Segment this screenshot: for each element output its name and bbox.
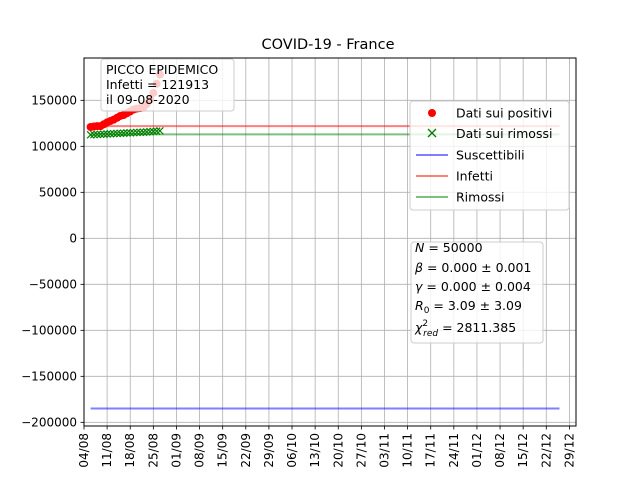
x-tick-label: 15/09 [216, 433, 230, 468]
x-tick-label: 18/08 [123, 433, 137, 468]
point-dati-sui-rimossi [106, 129, 115, 138]
x-tick-label: 01/12 [470, 433, 484, 468]
point-dati-sui-rimossi [139, 128, 148, 137]
point-dati-sui-rimossi [142, 128, 151, 136]
peak-annotation-box: PICCO EPIDEMICO Infetti = 121913 il 09-0… [100, 58, 235, 112]
x-tick-label: 24/11 [447, 433, 461, 468]
legend-marker-dati-rimossi [427, 128, 437, 138]
legend-marker-dati-positivi [428, 109, 436, 117]
chart-title: COVID-19 - France [262, 37, 395, 53]
y-tick-label: 100000 [31, 140, 77, 154]
x-tick-label: 22/12 [539, 433, 553, 468]
param-beta: β = 0.000 ± 0.001 [414, 260, 531, 275]
legend-label-infetti: Infetti [456, 169, 493, 184]
legend-label-suscettibili: Suscettibili [456, 148, 525, 163]
point-dati-sui-rimossi [113, 129, 121, 138]
y-tick-label: 150000 [31, 94, 77, 108]
point-dati-sui-rimossi [146, 127, 154, 136]
point-dati-sui-rimossi [116, 129, 125, 138]
point-dati-sui-rimossi [129, 128, 138, 137]
param-n: N = 50000 [415, 240, 483, 255]
point-dati-sui-rimossi [86, 130, 95, 139]
parameters-box: N = 50000 β = 0.000 ± 0.001 γ = 0.000 ± … [410, 240, 544, 344]
param-gamma: γ = 0.000 ± 0.004 [415, 279, 531, 294]
x-tick-label: 01/09 [169, 433, 183, 468]
point-dati-sui-rimossi [156, 126, 164, 135]
point-dati-sui-rimossi [109, 129, 118, 138]
y-tick-label: −50000 [29, 278, 77, 292]
point-dati-sui-rimossi [93, 130, 102, 139]
x-tick-label: 25/08 [146, 433, 160, 468]
y-tick-label: 50000 [39, 186, 77, 200]
param-chi2: χ2 red = 2811.385 [414, 319, 516, 339]
point-dati-sui-rimossi [132, 128, 141, 137]
peak-value: Infetti = 121913 [106, 77, 209, 92]
axes-frame [83, 57, 577, 427]
x-axis: 04/08 11/08 18/08 25/08 01/09 08/09 15/09 22/09… [77, 426, 576, 468]
y-tick-label: −150000 [21, 370, 77, 384]
x-tick-label: 27/10 [354, 433, 368, 468]
x-tick-label: 10/11 [401, 433, 415, 468]
x-tick-label: 15/12 [516, 433, 530, 468]
x-tick-label: 22/09 [239, 433, 253, 468]
point-dati-sui-rimossi [96, 130, 105, 139]
point-dati-sui-rimossi [119, 129, 128, 138]
legend: Dati sui positivi Dati sui rimossi Susce… [409, 100, 570, 211]
x-tick-label: 03/11 [377, 433, 391, 468]
legend-label-rimossi: Rimossi [456, 190, 504, 205]
x-tick-label: 13/10 [308, 433, 322, 468]
point-dati-sui-rimossi [126, 128, 135, 137]
point-dati-sui-rimossi [149, 127, 158, 136]
y-tick-label: −100000 [21, 324, 77, 338]
y-tick-label: 0 [69, 232, 77, 246]
point-dati-sui-rimossi [89, 130, 98, 139]
y-tick-label: −200000 [21, 416, 77, 430]
x-tick-label: 17/11 [424, 433, 438, 468]
peak-date: il 09-08-2020 [106, 92, 190, 107]
x-tick-label: 20/10 [331, 433, 345, 468]
y-axis: 150000 100000 50000 0 −50000 −100000 −150000 −2… [21, 94, 84, 430]
point-dati-sui-rimossi [103, 130, 112, 138]
x-tick-label: 29/12 [562, 433, 576, 468]
point-dati-sui-rimossi [123, 129, 131, 137]
x-tick-label: 08/12 [493, 433, 507, 468]
point-dati-sui-rimossi [152, 127, 161, 136]
point-dati-sui-rimossi [136, 128, 145, 137]
x-tick-label: 11/08 [100, 433, 114, 468]
x-tick-label: 04/08 [77, 433, 91, 468]
point-dati-sui-rimossi [99, 130, 108, 139]
param-r0: R0 = 3.09 ± 3.09 [415, 298, 522, 316]
x-tick-label: 06/10 [285, 433, 299, 468]
peak-title: PICCO EPIDEMICO [106, 62, 218, 77]
x-tick-label: 08/09 [193, 433, 207, 468]
legend-label-dati-positivi: Dati sui positivi [456, 106, 552, 121]
legend-label-dati-rimossi: Dati sui rimossi [456, 126, 552, 141]
x-tick-label: 29/09 [262, 433, 276, 468]
